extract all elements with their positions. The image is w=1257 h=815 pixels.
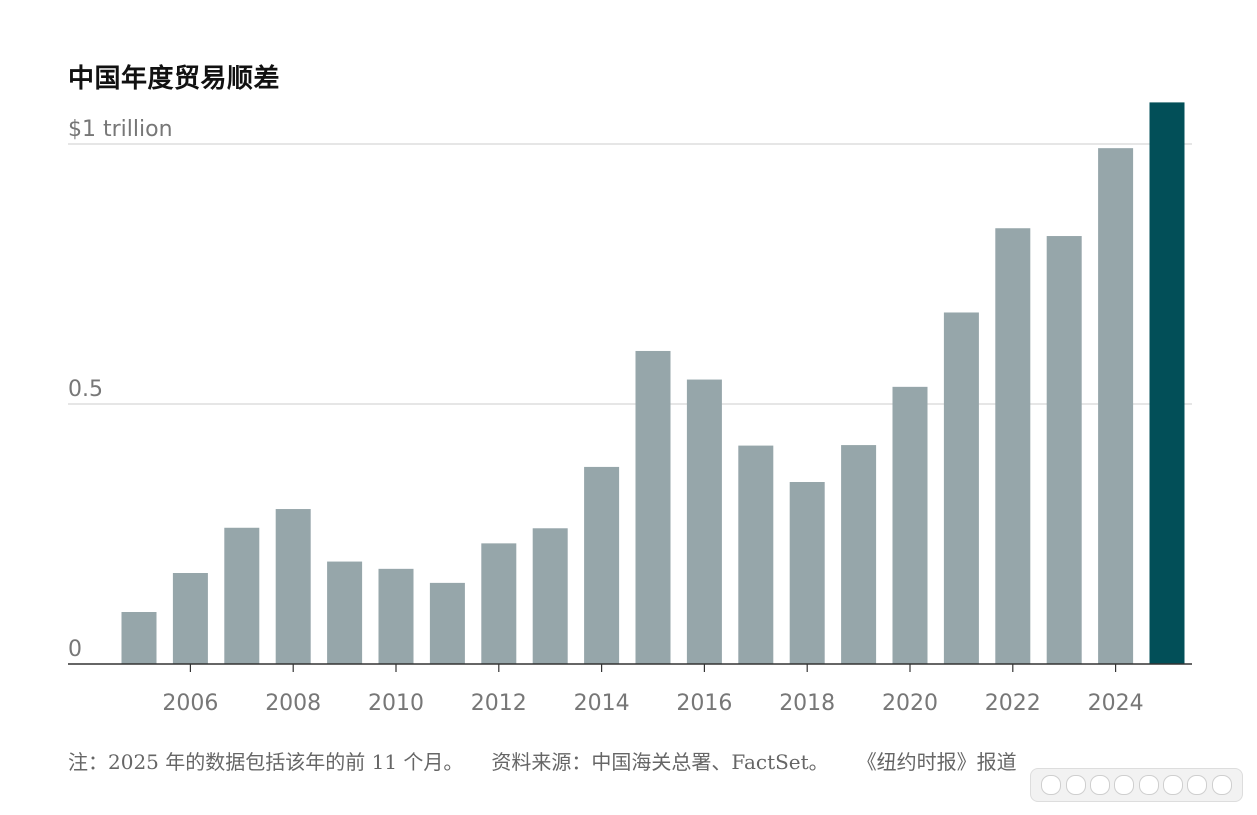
- bar: [686, 379, 722, 664]
- bar: [1098, 148, 1134, 664]
- bar: [481, 543, 517, 664]
- bar: [584, 466, 620, 664]
- bar-highlight: [1149, 102, 1185, 664]
- x-tick-label: 2008: [265, 691, 321, 716]
- y-tick-label: $1 trillion: [68, 117, 173, 142]
- bar: [1046, 236, 1082, 665]
- watermark-dot-icon: [1162, 775, 1183, 795]
- watermark-dot-icon: [1065, 775, 1086, 795]
- footnote-note: 注：2025 年的数据包括该年的前 11 个月。: [68, 750, 464, 774]
- bar-chart: 0 0.5 $1 trillion 2006 2008 2010 2012 2014 2016 2…: [68, 102, 1192, 716]
- x-tick-label: 2014: [574, 691, 630, 716]
- y-tick-label: 0: [68, 637, 82, 662]
- bar: [635, 350, 671, 664]
- chart-title: 中国年度贸易顺差: [68, 64, 281, 94]
- x-tick-label: 2010: [368, 691, 424, 716]
- bar: [327, 561, 363, 664]
- bar: [121, 612, 157, 664]
- x-tick-label: 2024: [1088, 691, 1144, 716]
- watermark-dot-icon: [1114, 775, 1135, 795]
- bar: [892, 386, 928, 664]
- x-tick-label: 2020: [882, 691, 938, 716]
- footnote: 注：2025 年的数据包括该年的前 11 个月。 资料来源：中国海关总署、Fact…: [68, 746, 1017, 775]
- bar: [789, 482, 825, 664]
- footnote-credit: 《纽约时报》报道: [856, 750, 1017, 774]
- bar: [841, 445, 877, 664]
- bar: [275, 509, 311, 664]
- bar: [532, 528, 568, 664]
- watermark-dot-icon: [1041, 775, 1062, 795]
- bar: [224, 527, 260, 664]
- watermark-dot-icon: [1089, 775, 1110, 795]
- bar: [429, 582, 465, 664]
- bar: [378, 568, 414, 664]
- x-tick-label: 2018: [779, 691, 835, 716]
- watermark-dot-icon: [1138, 775, 1159, 795]
- x-tick-label: 2012: [471, 691, 527, 716]
- watermark-dot-icon: [1187, 775, 1208, 795]
- x-tick-label: 2016: [676, 691, 732, 716]
- bar: [738, 445, 774, 664]
- bar: [995, 228, 1031, 665]
- watermark-dot-icon: [1211, 775, 1232, 795]
- y-tick-label: 0.5: [68, 377, 103, 402]
- x-tick-label: 2022: [985, 691, 1041, 716]
- x-tick-label: 2006: [162, 691, 218, 716]
- watermark-badge: [1030, 768, 1243, 802]
- bar: [943, 312, 979, 664]
- footnote-source: 资料来源：中国海关总署、FactSet。: [491, 750, 829, 774]
- bar: [172, 573, 208, 664]
